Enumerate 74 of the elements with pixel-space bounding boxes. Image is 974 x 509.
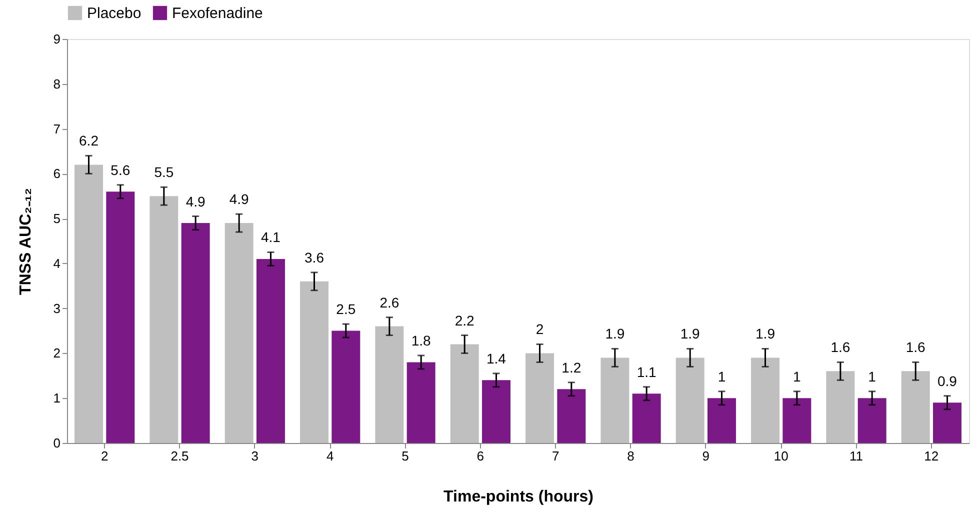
y-tick-label: 1 (53, 390, 60, 406)
bar (782, 398, 812, 443)
y-tick-label: 3 (53, 300, 60, 316)
data-label: 1.2 (562, 359, 582, 376)
data-label: 6.2 (79, 132, 99, 149)
bar (526, 353, 554, 443)
legend-label: Fexofenadine (172, 5, 263, 22)
bar (256, 258, 285, 443)
y-tick-label: 9 (53, 32, 60, 46)
y-tick-label: 0 (53, 436, 60, 450)
bar (676, 358, 704, 443)
data-label: 2.5 (336, 301, 356, 318)
data-label: 1.6 (906, 339, 926, 356)
x-tick-label: 12 (924, 448, 939, 464)
data-label: 1.9 (605, 326, 625, 342)
data-label: 1 (868, 368, 876, 384)
data-label: 1 (718, 368, 726, 384)
bar (74, 164, 103, 443)
data-label: 4.1 (261, 229, 281, 246)
legend-label: Placebo (87, 5, 142, 22)
data-label: 2.2 (454, 312, 475, 328)
x-tick-label: 7 (552, 448, 560, 464)
data-label: 1.8 (411, 332, 432, 348)
data-label: 1.9 (680, 326, 700, 342)
bar (224, 223, 254, 443)
bar (557, 389, 586, 443)
x-tick-label: 9 (702, 448, 710, 464)
data-label: 3.6 (304, 249, 324, 266)
data-label: 5.5 (154, 164, 174, 180)
data-label: 4.9 (186, 193, 206, 210)
bar (375, 326, 404, 443)
bar (632, 394, 661, 443)
data-label: 1 (793, 368, 802, 384)
y-axis-title: TNSS AUC₂₋₁₂ (17, 188, 34, 296)
y-tick-label: 4 (53, 256, 60, 271)
data-label: 1.1 (636, 364, 657, 380)
bar (901, 371, 930, 443)
bar (106, 192, 135, 443)
bar (933, 402, 962, 443)
x-tick-label: 5 (402, 448, 409, 464)
x-tick-label: 2.5 (170, 448, 189, 464)
bar (482, 380, 510, 443)
x-tick-label: 2 (100, 448, 108, 464)
x-axis-title: Time-points (hours) (444, 488, 594, 506)
y-tick-label: 5 (53, 211, 60, 226)
bar (708, 398, 736, 443)
bar (406, 362, 436, 443)
bar (600, 358, 630, 443)
x-tick-label: 8 (627, 448, 634, 464)
x-tick-label: 3 (251, 448, 259, 464)
data-label: 1.4 (486, 350, 506, 366)
data-label: 1.9 (756, 326, 776, 342)
bar (826, 371, 855, 443)
data-label: 5.6 (110, 162, 130, 178)
y-tick-label: 6 (53, 166, 60, 182)
data-label: 1.6 (830, 339, 850, 356)
data-label: 4.9 (229, 191, 250, 208)
data-label: 2.6 (380, 294, 400, 310)
data-label: 2 (536, 321, 544, 338)
x-tick-label: 11 (850, 448, 863, 464)
bar (181, 223, 210, 443)
y-tick-label: 7 (53, 121, 60, 136)
bar (751, 358, 780, 443)
x-tick-label: 6 (476, 448, 484, 464)
data-label: 0.9 (938, 372, 958, 389)
y-tick-label: 8 (53, 76, 60, 92)
y-tick-label: 2 (53, 346, 60, 361)
x-tick-label: 10 (774, 448, 788, 464)
bar (332, 330, 360, 443)
bar (300, 281, 328, 443)
bar (858, 398, 886, 443)
x-tick-label: 4 (326, 448, 334, 464)
bar (450, 344, 479, 443)
bar (150, 196, 178, 443)
